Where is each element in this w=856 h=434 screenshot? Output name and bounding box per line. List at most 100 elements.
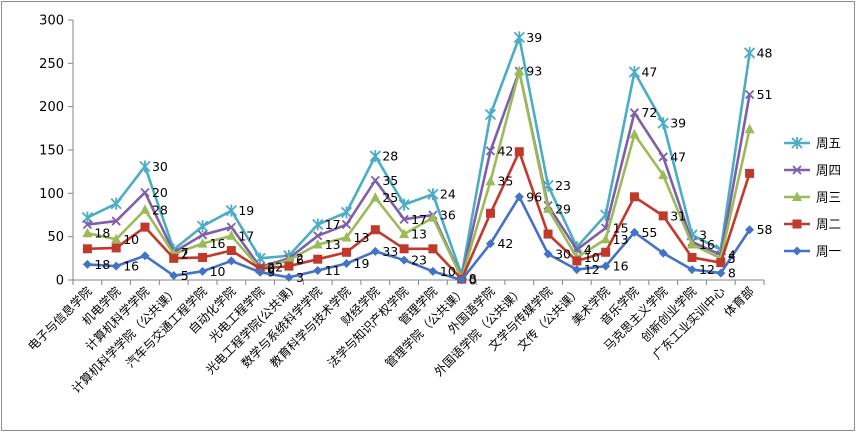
y-tick-label: 200 [39, 100, 64, 115]
data-label: 29 [555, 201, 571, 216]
data-label: 10 [210, 264, 226, 279]
data-point-5 [743, 46, 756, 59]
data-point-4 [658, 152, 668, 162]
data-label: 28 [382, 149, 398, 164]
data-point-1 [82, 259, 92, 269]
data-point-5 [369, 150, 381, 163]
data-point-3 [197, 238, 208, 248]
series-line-3 [87, 69, 751, 280]
legend-marker-1 [792, 246, 802, 256]
data-label: 23 [555, 178, 571, 193]
data-point-3 [629, 128, 640, 139]
data-label: 3 [296, 270, 304, 285]
data-point-1 [629, 227, 639, 237]
data-label: 55 [641, 225, 657, 240]
data-label: 13 [613, 232, 629, 247]
data-label: 0 [267, 261, 275, 276]
data-point-2 [745, 168, 755, 178]
data-label: 25 [382, 190, 398, 205]
legend-label: 周五 [816, 136, 841, 151]
data-point-4 [111, 216, 121, 226]
data-point-4 [485, 146, 496, 156]
data-point-1 [428, 266, 438, 276]
data-label: 39 [526, 30, 542, 45]
data-point-5 [312, 218, 324, 231]
data-label: 13 [411, 227, 427, 242]
data-label: 8 [728, 266, 736, 281]
legend-label: 周二 [816, 217, 841, 232]
data-point-3 [111, 233, 122, 244]
data-label: 4 [728, 247, 736, 262]
data-label: 17 [411, 212, 427, 227]
data-point-3 [543, 203, 554, 213]
data-point-4 [370, 175, 380, 185]
data-point-1 [457, 275, 467, 285]
data-point-3 [341, 232, 352, 242]
data-point-1 [716, 268, 726, 278]
data-point-3 [600, 233, 611, 244]
data-point-2 [169, 253, 179, 263]
data-point-3 [370, 192, 381, 202]
data-label: 19 [354, 256, 370, 271]
data-point-5 [139, 160, 151, 173]
y-tick-label: 300 [39, 14, 64, 29]
data-label: 72 [641, 105, 657, 120]
data-label: 7 [181, 245, 189, 260]
y-tick-label: 250 [39, 57, 64, 72]
data-label: 48 [757, 45, 773, 60]
data-point-3 [658, 169, 669, 180]
data-point-4 [82, 219, 93, 230]
data-label: 30 [555, 247, 571, 262]
y-tick-label: 50 [47, 230, 64, 245]
data-label: 12 [699, 262, 715, 277]
data-point-1 [601, 261, 611, 271]
data-label: 51 [757, 87, 773, 102]
legend-marker-4 [792, 165, 802, 175]
data-point-2 [342, 247, 352, 257]
data-point-2 [428, 244, 438, 254]
data-point-1 [658, 248, 668, 258]
data-point-1 [140, 251, 150, 261]
data-point-4 [140, 187, 150, 198]
legend-marker-2 [792, 219, 802, 229]
data-label: 35 [382, 173, 398, 188]
data-point-5 [196, 220, 209, 233]
data-label: 30 [152, 159, 168, 174]
data-label: 47 [670, 149, 686, 164]
legend-marker-5 [791, 137, 803, 149]
data-point-4 [197, 230, 208, 240]
data-point-1 [572, 265, 582, 275]
legend-label: 周一 [816, 244, 841, 259]
data-point-4 [399, 214, 409, 224]
data-point-2 [370, 225, 380, 235]
data-point-3 [226, 230, 237, 240]
data-label: 10 [440, 264, 456, 279]
data-label: 16 [699, 237, 715, 252]
data-point-2 [485, 208, 495, 218]
data-point-2 [572, 256, 582, 266]
data-point-5 [513, 31, 525, 44]
data-point-2 [601, 247, 611, 257]
data-point-3 [514, 65, 525, 76]
data-point-5 [225, 204, 237, 217]
data-point-3 [312, 238, 323, 249]
data-point-1 [370, 246, 380, 256]
data-point-4 [744, 89, 755, 100]
data-point-1 [687, 265, 697, 275]
data-label: 20 [152, 185, 168, 200]
data-label: 13 [325, 237, 341, 252]
y-tick-label: 0 [56, 274, 64, 289]
data-point-4 [629, 108, 640, 118]
data-point-2 [284, 261, 294, 271]
data-point-1 [111, 261, 121, 271]
data-point-1 [284, 272, 294, 282]
legend-label: 周三 [816, 190, 841, 205]
data-label: 11 [325, 263, 341, 278]
data-label: 18 [94, 257, 110, 272]
x-category-label: 体育部 [721, 284, 757, 320]
data-label: 3 [699, 227, 707, 242]
data-point-5 [657, 117, 669, 130]
data-label: 31 [670, 208, 686, 223]
series-line-1 [87, 195, 751, 282]
